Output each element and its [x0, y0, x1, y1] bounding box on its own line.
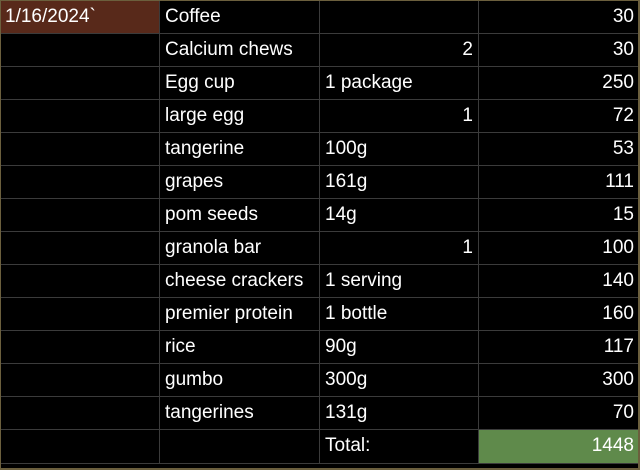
- sheet-frame-right: [638, 1, 640, 470]
- empty-cell[interactable]: [1, 199, 160, 232]
- empty-cell[interactable]: [1, 397, 160, 430]
- empty-cell[interactable]: [1, 34, 160, 67]
- date-cell[interactable]: 1/16/2024`: [1, 1, 160, 34]
- count-cell[interactable]: 2: [320, 34, 479, 67]
- calories-cell[interactable]: 72: [479, 100, 640, 133]
- item-cell[interactable]: granola bar: [160, 232, 320, 265]
- calories-cell[interactable]: 70: [479, 397, 640, 430]
- empty-cell[interactable]: [160, 430, 320, 464]
- item-cell[interactable]: cheese crackers: [160, 265, 320, 298]
- quantity-cell[interactable]: 100g: [320, 133, 479, 166]
- empty-cell[interactable]: [1, 430, 160, 464]
- item-cell[interactable]: gumbo: [160, 364, 320, 397]
- quantity-cell[interactable]: 1 bottle: [320, 298, 479, 331]
- table-row: tangerines 131g 70: [1, 397, 640, 430]
- calories-cell[interactable]: 140: [479, 265, 640, 298]
- item-cell[interactable]: pom seeds: [160, 199, 320, 232]
- quantity-cell[interactable]: 131g: [320, 397, 479, 430]
- item-cell[interactable]: tangerines: [160, 397, 320, 430]
- sheet-frame-bottom: [1, 468, 640, 470]
- calories-cell[interactable]: 160: [479, 298, 640, 331]
- table-row: cheese crackers 1 serving 140: [1, 265, 640, 298]
- total-value-cell[interactable]: 1448: [479, 430, 640, 464]
- table-row: 1/16/2024` Coffee 30: [1, 1, 640, 34]
- count-cell[interactable]: 1: [320, 232, 479, 265]
- item-cell[interactable]: premier protein: [160, 298, 320, 331]
- table-row: premier protein 1 bottle 160: [1, 298, 640, 331]
- empty-cell[interactable]: [1, 298, 160, 331]
- table-row: grapes 161g 111: [1, 166, 640, 199]
- quantity-cell[interactable]: 90g: [320, 331, 479, 364]
- table-row: gumbo 300g 300: [1, 364, 640, 397]
- table-row: large egg 1 72: [1, 100, 640, 133]
- empty-cell[interactable]: [1, 232, 160, 265]
- empty-cell[interactable]: [1, 67, 160, 100]
- item-cell[interactable]: rice: [160, 331, 320, 364]
- calories-cell[interactable]: 53: [479, 133, 640, 166]
- item-cell[interactable]: Egg cup: [160, 67, 320, 100]
- table-row: Egg cup 1 package 250: [1, 67, 640, 100]
- item-cell[interactable]: Calcium chews: [160, 34, 320, 67]
- empty-cell[interactable]: [1, 100, 160, 133]
- quantity-cell[interactable]: 1 serving: [320, 265, 479, 298]
- calories-cell[interactable]: 250: [479, 67, 640, 100]
- calories-cell[interactable]: 111: [479, 166, 640, 199]
- item-cell[interactable]: grapes: [160, 166, 320, 199]
- total-row: Total: 1448: [1, 430, 640, 464]
- calories-cell[interactable]: 15: [479, 199, 640, 232]
- quantity-cell[interactable]: 161g: [320, 166, 479, 199]
- quantity-cell[interactable]: 14g: [320, 199, 479, 232]
- table-row: tangerine 100g 53: [1, 133, 640, 166]
- calories-cell[interactable]: 30: [479, 34, 640, 67]
- item-cell[interactable]: tangerine: [160, 133, 320, 166]
- calories-cell[interactable]: 300: [479, 364, 640, 397]
- calories-cell[interactable]: 30: [479, 1, 640, 34]
- table-row: Calcium chews 2 30: [1, 34, 640, 67]
- empty-cell[interactable]: [1, 364, 160, 397]
- empty-cell[interactable]: [1, 265, 160, 298]
- item-cell[interactable]: Coffee: [160, 1, 320, 34]
- table-row: pom seeds 14g 15: [1, 199, 640, 232]
- table-row: rice 90g 117: [1, 331, 640, 364]
- quantity-cell[interactable]: 1 package: [320, 67, 479, 100]
- total-label-cell[interactable]: Total:: [320, 430, 479, 464]
- item-cell[interactable]: large egg: [160, 100, 320, 133]
- empty-cell[interactable]: [1, 331, 160, 364]
- calories-cell[interactable]: 117: [479, 331, 640, 364]
- count-cell[interactable]: 1: [320, 100, 479, 133]
- calories-cell[interactable]: 100: [479, 232, 640, 265]
- empty-cell[interactable]: [1, 166, 160, 199]
- quantity-cell[interactable]: [320, 1, 479, 34]
- table-row: granola bar 1 100: [1, 232, 640, 265]
- quantity-cell[interactable]: 300g: [320, 364, 479, 397]
- empty-cell[interactable]: [1, 133, 160, 166]
